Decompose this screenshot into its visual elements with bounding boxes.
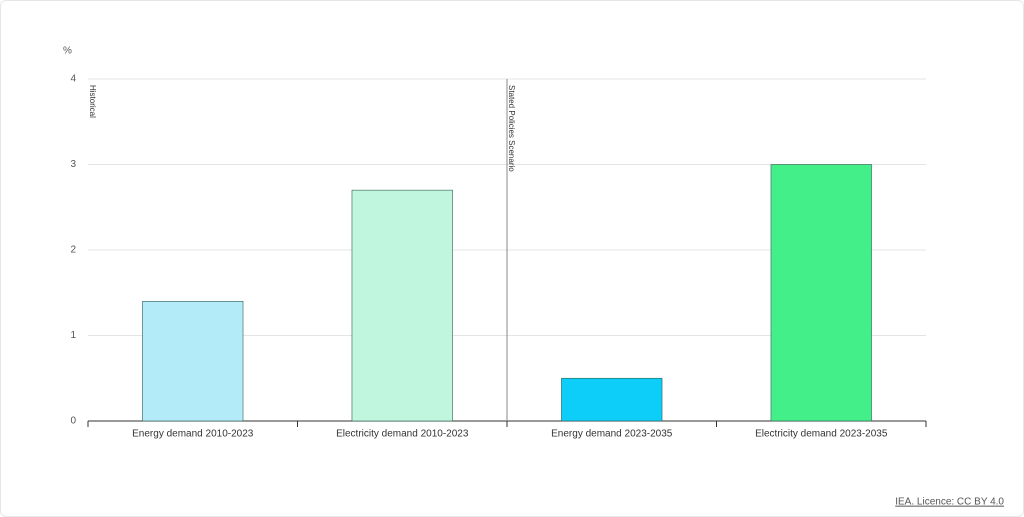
bar [351, 189, 453, 422]
x-tick-label: Electricity demand 2010-2023 [336, 429, 469, 440]
x-tick-label: Energy demand 2010-2023 [132, 429, 254, 440]
x-tick-label: Electricity demand 2023-2035 [755, 429, 888, 440]
y-tick-label: 3 [70, 159, 76, 170]
y-axis-label: % [63, 46, 72, 57]
y-tick-label: 2 [70, 245, 76, 256]
bar [142, 300, 244, 422]
bar [770, 164, 872, 422]
y-tick-label: 4 [70, 74, 76, 85]
annotation: Stated Policies Scenario [507, 85, 516, 172]
bar [561, 377, 663, 422]
y-tick-label: 1 [70, 330, 76, 341]
annotation: Historical [88, 85, 97, 118]
source-link[interactable]: IEA. Licence: CC BY 4.0 [895, 497, 1004, 508]
y-tick-label: 0 [70, 416, 76, 427]
x-tick-label: Energy demand 2023-2035 [551, 429, 673, 440]
